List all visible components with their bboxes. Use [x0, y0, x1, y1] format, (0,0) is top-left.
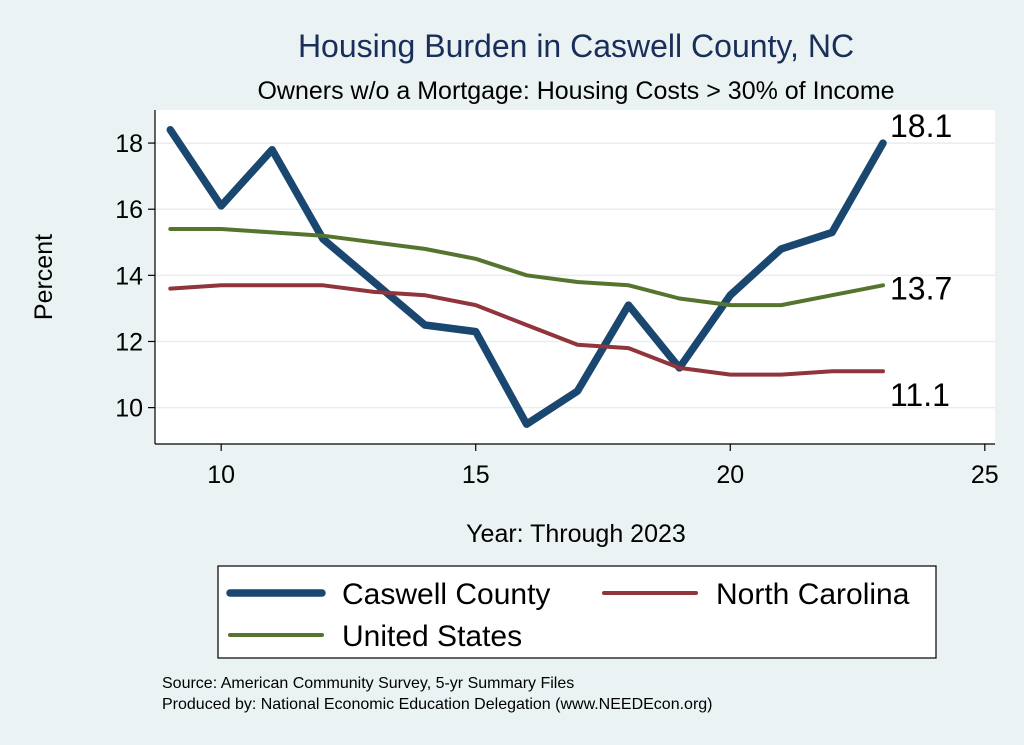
- series-line-north-carolina: [168, 283, 885, 377]
- produced-by-note: Produced by: National Economic Education…: [162, 696, 713, 713]
- x-tick-label: 15: [462, 461, 490, 489]
- x-axis-label: Year: Through 2023: [466, 520, 686, 548]
- y-tick-label: 14: [115, 262, 143, 290]
- legend-label-caswell-county: Caswell County: [342, 578, 550, 611]
- source-note: Source: American Community Survey, 5-yr …: [162, 675, 574, 692]
- y-ticks: 10 12 14 16 18: [115, 130, 155, 423]
- legend-label-north-carolina: North Carolina: [716, 578, 910, 611]
- y-tick-label: 16: [115, 196, 143, 224]
- y-tick-label: 12: [115, 328, 143, 356]
- x-tick-label: 25: [971, 461, 999, 489]
- chart-subtitle: Owners w/o a Mortgage: Housing Costs > 3…: [257, 77, 894, 105]
- y-axis-label: Percent: [30, 234, 58, 320]
- end-label-caswell-county: 18.1: [890, 108, 952, 144]
- gridlines: [155, 142, 995, 409]
- x-tick-label: 10: [207, 461, 235, 489]
- x-ticks: 10 15 20 25: [207, 444, 999, 489]
- end-labels: 18.1 13.7 11.1: [890, 108, 952, 413]
- legend-label-united-states: United States: [342, 620, 522, 653]
- y-tick-label: 18: [115, 130, 143, 158]
- legend-box: [217, 565, 937, 659]
- legend: Caswell County North Carolina United State…: [226, 578, 910, 653]
- series-line-caswell-county: [166, 126, 887, 428]
- end-label-united-states: 13.7: [890, 270, 952, 306]
- chart-title: Housing Burden in Caswell County, NC: [298, 28, 854, 64]
- x-tick-label: 20: [716, 461, 744, 489]
- series-line-united-states: [168, 227, 885, 308]
- y-tick-label: 10: [115, 395, 143, 423]
- end-label-north-carolina: 11.1: [890, 377, 950, 413]
- series-lines: [166, 126, 887, 428]
